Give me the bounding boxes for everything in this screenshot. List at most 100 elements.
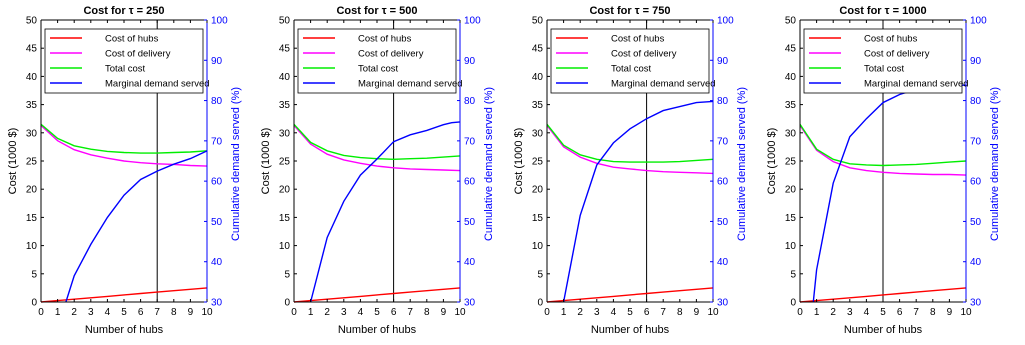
x-tick-label: 10 xyxy=(960,307,972,318)
chart-title: Cost for τ = 250 xyxy=(83,5,164,17)
legend-label: Cost of hubs xyxy=(358,34,412,45)
y-right-axis-label: Cumulative demand served (%) xyxy=(989,87,1001,241)
y-tick-label: 35 xyxy=(532,100,544,111)
y-tick-label: 20 xyxy=(279,185,291,196)
y-tick-label: 5 xyxy=(790,269,796,280)
y-tick-label: 50 xyxy=(26,16,38,27)
x-tick-label: 7 xyxy=(660,307,666,318)
y-right-tick-label: 80 xyxy=(717,96,729,107)
y-axis-label: Cost (1000 $) xyxy=(513,128,525,195)
x-tick-label: 0 xyxy=(38,307,44,318)
y-right-tick-label: 70 xyxy=(464,136,476,147)
y-axis-label: Cost (1000 $) xyxy=(7,128,19,195)
y-tick-label: 25 xyxy=(26,157,38,168)
y-tick-label: 10 xyxy=(279,241,291,252)
y-tick-label: 30 xyxy=(279,128,291,139)
series-line-4 xyxy=(65,150,208,303)
x-tick-label: 10 xyxy=(454,307,466,318)
y-tick-label: 40 xyxy=(279,72,291,83)
x-tick-label: 2 xyxy=(577,307,583,318)
y-tick-label: 40 xyxy=(532,72,544,83)
x-tick-label: 4 xyxy=(611,307,617,318)
x-tick-label: 6 xyxy=(391,307,397,318)
y-right-tick-label: 90 xyxy=(970,56,982,67)
y-tick-label: 35 xyxy=(26,100,38,111)
y-right-tick-label: 40 xyxy=(211,257,223,268)
series-line-1 xyxy=(799,287,967,303)
x-tick-label: 4 xyxy=(358,307,364,318)
x-tick-label: 8 xyxy=(677,307,683,318)
series-line-4 xyxy=(562,100,714,303)
y-right-tick-label: 50 xyxy=(211,217,223,228)
y-tick-label: 10 xyxy=(532,241,544,252)
x-tick-label: 1 xyxy=(561,307,567,318)
x-tick-label: 9 xyxy=(188,307,194,318)
x-tick-label: 8 xyxy=(424,307,430,318)
y-right-tick-label: 70 xyxy=(970,136,982,147)
x-tick-label: 1 xyxy=(814,307,820,318)
chart-title: Cost for τ = 1000 xyxy=(839,5,926,17)
y-right-tick-label: 30 xyxy=(717,298,729,309)
x-tick-label: 6 xyxy=(138,307,144,318)
legend-label: Total cost xyxy=(105,64,145,75)
y-axis-label: Cost (1000 $) xyxy=(766,128,778,195)
y-tick-label: 15 xyxy=(785,213,797,224)
x-axis-label: Number of hubs xyxy=(591,324,670,336)
y-tick-label: 45 xyxy=(785,44,797,55)
legend-label: Total cost xyxy=(358,64,398,75)
series-line-3 xyxy=(799,123,967,167)
x-tick-label: 1 xyxy=(308,307,314,318)
y-right-axis-label: Cumulative demand served (%) xyxy=(736,87,748,241)
x-tick-label: 9 xyxy=(441,307,447,318)
legend-label: Cost of delivery xyxy=(864,49,930,60)
y-tick-label: 50 xyxy=(532,16,544,27)
x-axis-label: Number of hubs xyxy=(338,324,417,336)
x-tick-label: 3 xyxy=(341,307,347,318)
y-tick-label: 15 xyxy=(26,213,38,224)
chart-title: Cost for τ = 750 xyxy=(589,5,670,17)
y-tick-label: 5 xyxy=(31,269,37,280)
y-right-tick-label: 40 xyxy=(717,257,729,268)
y-tick-label: 30 xyxy=(26,128,38,139)
y-tick-label: 0 xyxy=(790,298,796,309)
y-right-axis-label: Cumulative demand served (%) xyxy=(483,87,495,241)
y-right-tick-label: 30 xyxy=(970,298,982,309)
x-axis-label: Number of hubs xyxy=(844,324,923,336)
y-right-tick-label: 60 xyxy=(211,177,223,188)
chart-title: Cost for τ = 500 xyxy=(336,5,417,17)
x-tick-label: 5 xyxy=(374,307,380,318)
y-right-tick-label: 30 xyxy=(464,298,476,309)
legend-label: Cost of hubs xyxy=(611,34,665,45)
y-tick-label: 10 xyxy=(785,241,797,252)
series-line-2 xyxy=(799,125,967,176)
series-line-4 xyxy=(309,121,461,303)
y-tick-label: 25 xyxy=(279,157,291,168)
legend-label: Cost of hubs xyxy=(105,34,159,45)
y-right-tick-label: 40 xyxy=(464,257,476,268)
y-tick-label: 0 xyxy=(284,298,290,309)
legend-label: Marginal demand served xyxy=(611,79,716,90)
x-tick-label: 8 xyxy=(930,307,936,318)
y-right-tick-label: 50 xyxy=(464,217,476,228)
y-right-tick-label: 90 xyxy=(211,56,223,67)
x-tick-label: 10 xyxy=(707,307,719,318)
x-tick-label: 5 xyxy=(880,307,886,318)
x-tick-label: 0 xyxy=(291,307,297,318)
y-tick-label: 35 xyxy=(785,100,797,111)
y-right-tick-label: 100 xyxy=(717,16,734,27)
y-right-tick-label: 100 xyxy=(970,16,987,27)
series-line-3 xyxy=(40,123,208,154)
y-right-tick-label: 30 xyxy=(211,298,223,309)
chart-panel-3: 0 1 2 3 4 5 6 7 8 9 100510152025303540455030405060… xyxy=(513,5,748,336)
x-axis-label: Number of hubs xyxy=(85,324,164,336)
x-tick-label: 2 xyxy=(71,307,77,318)
x-tick-label: 3 xyxy=(594,307,600,318)
y-right-tick-label: 100 xyxy=(464,16,481,27)
y-right-tick-label: 70 xyxy=(211,136,223,147)
x-tick-label: 9 xyxy=(947,307,953,318)
x-tick-label: 2 xyxy=(324,307,330,318)
x-tick-label: 3 xyxy=(847,307,853,318)
x-tick-label: 5 xyxy=(627,307,633,318)
y-tick-label: 45 xyxy=(26,44,38,55)
y-tick-label: 20 xyxy=(26,185,38,196)
